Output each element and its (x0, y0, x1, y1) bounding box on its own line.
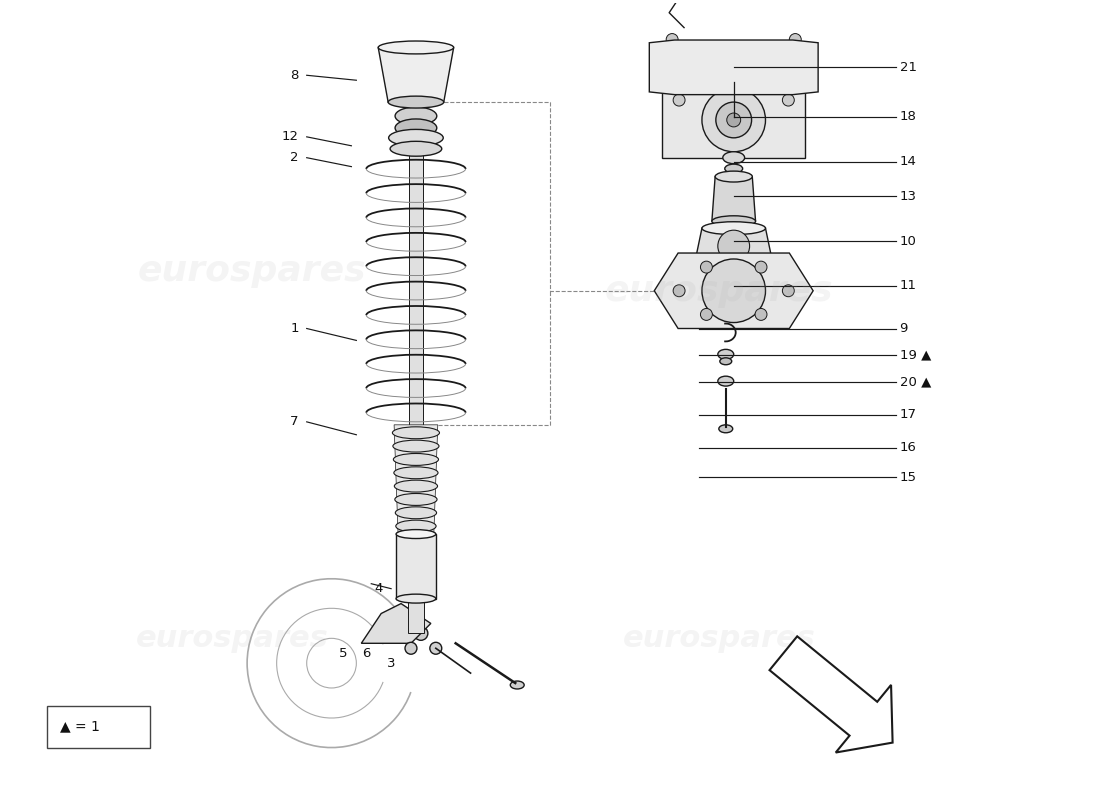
Text: 2: 2 (290, 151, 299, 164)
Ellipse shape (394, 480, 438, 492)
Ellipse shape (715, 171, 752, 182)
Text: 11: 11 (900, 279, 916, 292)
Polygon shape (409, 102, 422, 425)
Text: 20 ▲: 20 ▲ (900, 376, 931, 389)
Text: 18: 18 (900, 110, 916, 123)
Ellipse shape (378, 41, 453, 54)
Circle shape (718, 230, 749, 262)
Ellipse shape (718, 425, 733, 433)
Text: eurospares: eurospares (623, 624, 815, 653)
Circle shape (727, 113, 740, 127)
Circle shape (430, 642, 442, 654)
Circle shape (782, 94, 794, 106)
Polygon shape (408, 598, 424, 634)
Circle shape (673, 94, 685, 106)
Text: 4: 4 (375, 582, 383, 595)
Circle shape (673, 285, 685, 297)
Text: 15: 15 (900, 471, 916, 484)
FancyBboxPatch shape (46, 706, 150, 747)
Circle shape (782, 285, 794, 297)
Ellipse shape (395, 107, 437, 125)
Text: 17: 17 (900, 408, 916, 422)
Ellipse shape (388, 96, 443, 108)
Text: 12: 12 (282, 130, 299, 143)
Polygon shape (378, 47, 453, 102)
Ellipse shape (394, 454, 439, 466)
Text: 8: 8 (290, 69, 299, 82)
Text: 19 ▲: 19 ▲ (900, 349, 931, 362)
Circle shape (725, 58, 742, 76)
Text: eurospares: eurospares (138, 254, 366, 288)
Ellipse shape (393, 427, 440, 438)
Ellipse shape (396, 594, 436, 603)
Ellipse shape (718, 350, 734, 359)
Text: 16: 16 (900, 441, 916, 454)
Circle shape (667, 34, 678, 46)
Circle shape (790, 34, 801, 46)
Polygon shape (692, 228, 775, 274)
Text: 7: 7 (290, 415, 299, 428)
Polygon shape (649, 40, 818, 94)
Text: 14: 14 (900, 155, 916, 168)
Ellipse shape (390, 142, 442, 156)
Polygon shape (394, 425, 438, 534)
Text: 1: 1 (290, 322, 299, 335)
Circle shape (701, 261, 713, 273)
Ellipse shape (725, 164, 742, 173)
Polygon shape (662, 82, 805, 158)
Text: ▲ = 1: ▲ = 1 (60, 720, 100, 734)
Polygon shape (654, 253, 813, 329)
Text: 5: 5 (339, 646, 348, 660)
Polygon shape (712, 177, 756, 222)
Ellipse shape (393, 440, 439, 452)
Text: 6: 6 (362, 646, 371, 660)
Circle shape (405, 642, 417, 654)
Ellipse shape (396, 530, 436, 538)
Polygon shape (770, 636, 892, 753)
Ellipse shape (395, 119, 437, 137)
Circle shape (414, 626, 428, 640)
Text: 13: 13 (900, 190, 916, 203)
Circle shape (716, 102, 751, 138)
Ellipse shape (718, 376, 734, 386)
Ellipse shape (396, 520, 436, 532)
Circle shape (701, 309, 713, 320)
Text: 21: 21 (900, 61, 916, 74)
Ellipse shape (712, 216, 756, 226)
Text: eurospares: eurospares (135, 624, 329, 653)
Circle shape (755, 309, 767, 320)
Ellipse shape (394, 467, 438, 478)
Ellipse shape (692, 266, 775, 282)
Ellipse shape (395, 494, 437, 506)
Text: eurospares: eurospares (605, 274, 833, 308)
Circle shape (702, 259, 766, 322)
Ellipse shape (723, 152, 745, 164)
Text: 10: 10 (900, 234, 916, 248)
Circle shape (667, 89, 678, 101)
Circle shape (702, 88, 766, 152)
Circle shape (755, 261, 767, 273)
Polygon shape (361, 603, 431, 643)
Text: 3: 3 (387, 657, 395, 670)
Text: 9: 9 (900, 322, 908, 335)
Circle shape (790, 89, 801, 101)
Ellipse shape (395, 507, 437, 518)
Ellipse shape (702, 222, 766, 234)
Ellipse shape (719, 358, 732, 365)
Circle shape (716, 50, 751, 86)
Ellipse shape (510, 681, 525, 689)
Ellipse shape (388, 130, 443, 146)
Polygon shape (396, 534, 436, 598)
